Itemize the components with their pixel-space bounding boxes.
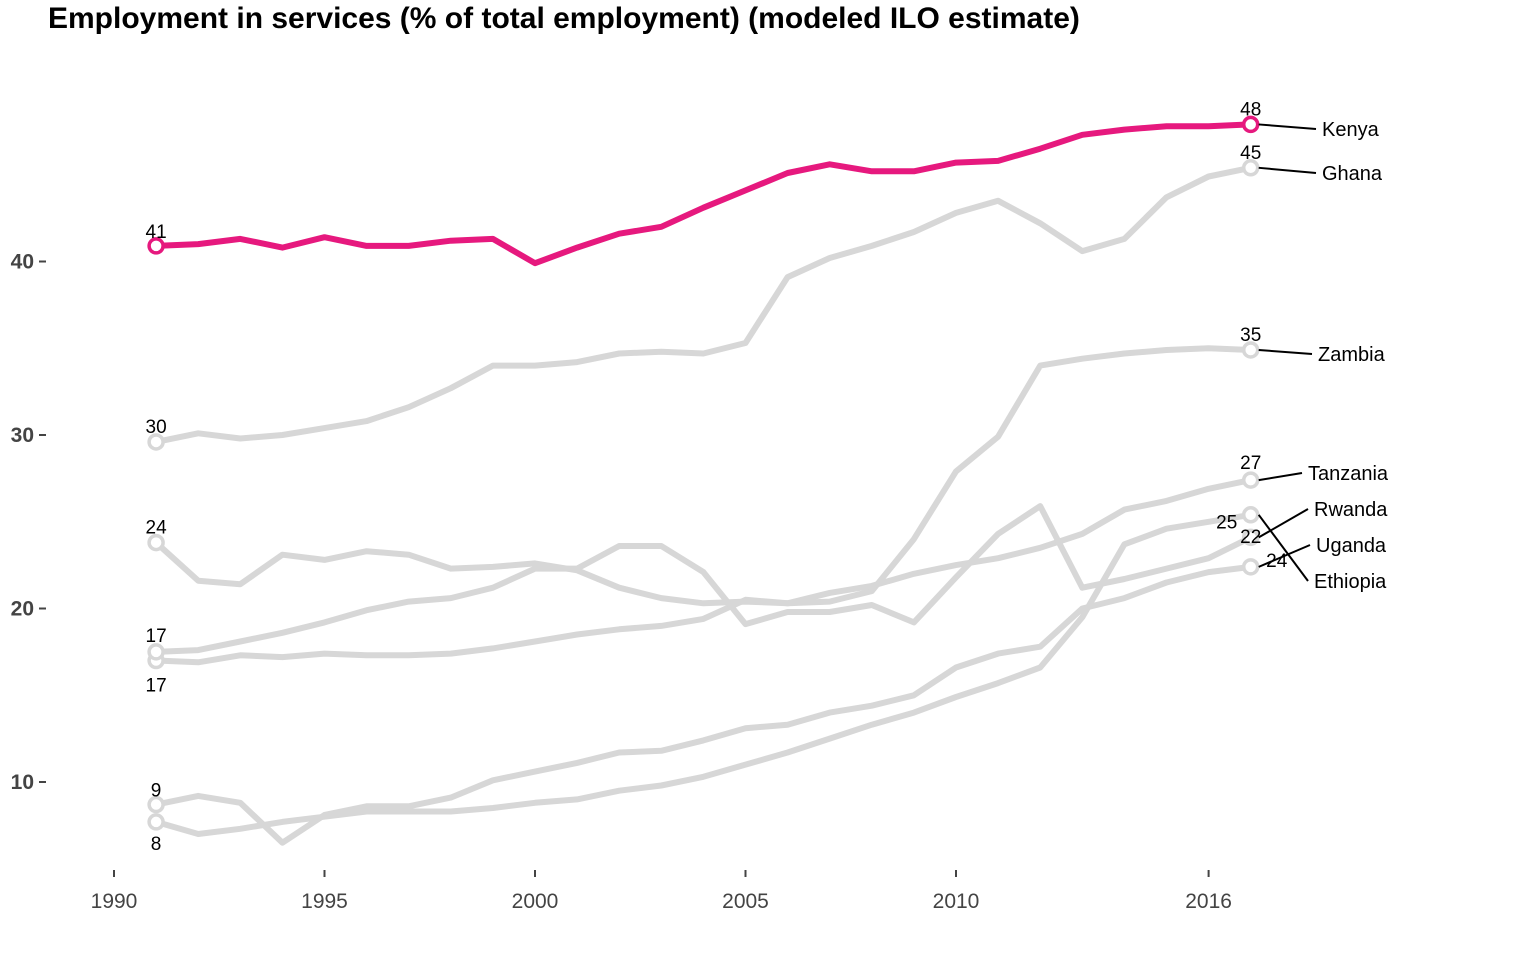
leader-line-uganda <box>1258 544 1311 568</box>
end-point-uganda <box>1241 558 1260 576</box>
country-label-ghana: Ghana <box>1322 163 1383 185</box>
data-labels: 30 17 24 17 9 8 41 48 Kenya 45 Ghana 35 Zambia 27 Tanz… <box>146 99 1389 854</box>
y-tick-label-30: 30 <box>11 424 34 447</box>
end-point-tanzania <box>1241 471 1260 489</box>
start-label-tanzania: 24 <box>146 518 168 539</box>
start-point-ghana <box>147 433 165 451</box>
leader-lines <box>1257 123 1317 582</box>
series-line-ethiopia <box>153 511 1254 837</box>
start-point-ethiopia <box>147 813 165 831</box>
leader-line-rwanda <box>1258 508 1309 539</box>
end-point-ethiopia <box>1241 506 1260 524</box>
start-label-rwanda: 17 <box>146 626 167 647</box>
country-label-zambia: Zambia <box>1318 344 1386 366</box>
start-label-kenya: 41 <box>146 222 167 243</box>
country-label-tanzania: Tanzania <box>1308 463 1389 485</box>
end-value-label-ethiopia: 22 <box>1240 527 1261 548</box>
series-group-highlight <box>147 115 1260 267</box>
series-line-rwanda <box>153 503 1254 655</box>
country-label-ethiopia: Ethiopia <box>1314 571 1387 593</box>
end-value-label-tanzania: 27 <box>1240 453 1261 474</box>
chart-title: Employment in services (% of total emplo… <box>48 2 1080 35</box>
end-value-label-zambia: 35 <box>1240 325 1261 346</box>
series-line-tanzania <box>153 477 1254 607</box>
start-label-ghana: 30 <box>146 417 167 438</box>
country-label-uganda: Uganda <box>1316 535 1387 557</box>
series-line-zambia <box>153 345 1254 666</box>
y-tick-label-20: 20 <box>11 598 34 621</box>
x-tick-label-2000: 2000 <box>512 890 559 913</box>
y-axis: 10 20 30 40 <box>11 251 46 794</box>
start-point-tanzania <box>147 533 165 552</box>
x-axis: 1990 1995 2000 2005 2010 2016 <box>91 870 1232 913</box>
y-tick-label-40: 40 <box>11 251 34 274</box>
start-label-zambia: 17 <box>146 676 167 697</box>
start-label-uganda: 9 <box>151 781 162 802</box>
x-tick-label-2010: 2010 <box>933 890 980 913</box>
end-value-label-ghana: 45 <box>1240 143 1261 164</box>
end-point-rwanda <box>1241 528 1260 547</box>
y-tick-label-10: 10 <box>11 771 34 794</box>
country-label-rwanda: Rwanda <box>1314 499 1388 521</box>
series-group-muted <box>147 159 1260 846</box>
x-tick-label-1990: 1990 <box>91 890 138 913</box>
end-value-label-uganda: 24 <box>1266 551 1288 572</box>
start-point-uganda <box>147 795 165 814</box>
leader-line-ghana <box>1258 166 1317 174</box>
end-point-zambia <box>1241 341 1260 359</box>
series-line-kenya <box>153 121 1254 267</box>
end-value-label-kenya: 48 <box>1240 99 1261 120</box>
end-value-label-rwanda: 25 <box>1216 512 1237 533</box>
leader-line-ethiopia <box>1257 514 1309 582</box>
start-point-rwanda <box>147 643 165 661</box>
country-label-kenya: Kenya <box>1322 119 1380 141</box>
leader-line-zambia <box>1258 348 1313 355</box>
start-label-ethiopia: 8 <box>151 834 162 855</box>
end-point-ghana <box>1241 159 1260 177</box>
start-point-kenya <box>147 237 165 255</box>
x-tick-label-1995: 1995 <box>301 890 348 913</box>
x-tick-label-2016: 2016 <box>1185 890 1232 913</box>
x-tick-label-2005: 2005 <box>722 890 769 913</box>
leader-line-kenya <box>1258 123 1317 130</box>
end-point-kenya <box>1241 115 1260 134</box>
series-line-ghana <box>153 164 1254 445</box>
leader-line-tanzania <box>1258 472 1303 482</box>
